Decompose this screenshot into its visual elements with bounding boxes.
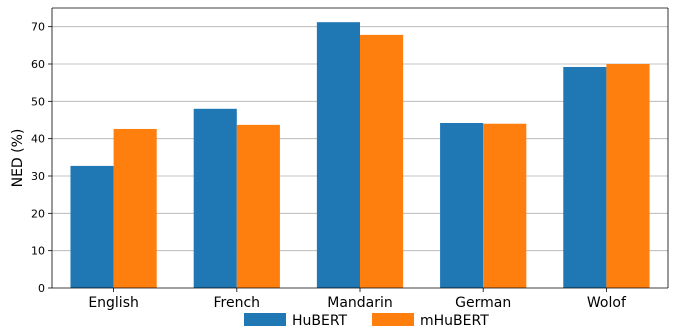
- y-axis-label: NED (%): [10, 129, 26, 188]
- y-axis-ticks: 0 10 20 30 40 50 60 70: [31, 21, 52, 295]
- legend-swatch-mhubert: [372, 313, 414, 326]
- x-tick-label: French: [214, 295, 261, 311]
- x-tick-label: English: [88, 295, 139, 311]
- y-tick-label: 20: [31, 207, 45, 220]
- bar-mhubert-french: [236, 124, 280, 288]
- bar-mhubert-german: [483, 123, 527, 288]
- x-tick-label: German: [455, 295, 511, 311]
- y-tick-label: 60: [31, 58, 45, 71]
- y-tick-label: 0: [38, 282, 45, 295]
- x-axis-ticks: English French Mandarin German Wolof: [88, 288, 627, 311]
- legend-label-mhubert: mHuBERT: [420, 313, 489, 328]
- legend-label-hubert: HuBERT: [292, 313, 348, 328]
- bar-mhubert-mandarin: [360, 34, 404, 288]
- bar-hubert-french: [193, 108, 237, 288]
- x-tick-label: Wolof: [587, 295, 627, 311]
- x-tick-label: Mandarin: [327, 295, 393, 311]
- bar-hubert-mandarin: [316, 22, 360, 288]
- y-tick-label: 10: [31, 245, 45, 258]
- bar-hubert-english: [70, 165, 114, 288]
- y-tick-label: 70: [31, 21, 45, 34]
- bar-mhubert-wolof: [606, 64, 650, 288]
- legend: HuBERT mHuBERT: [244, 313, 489, 328]
- y-tick-label: 50: [31, 95, 45, 108]
- bars: [70, 22, 650, 288]
- y-tick-label: 30: [31, 170, 45, 183]
- bar-hubert-wolof: [563, 66, 607, 288]
- legend-swatch-hubert: [244, 313, 286, 326]
- bar-hubert-german: [440, 122, 484, 288]
- y-tick-label: 40: [31, 133, 45, 146]
- bar-mhubert-english: [113, 128, 157, 288]
